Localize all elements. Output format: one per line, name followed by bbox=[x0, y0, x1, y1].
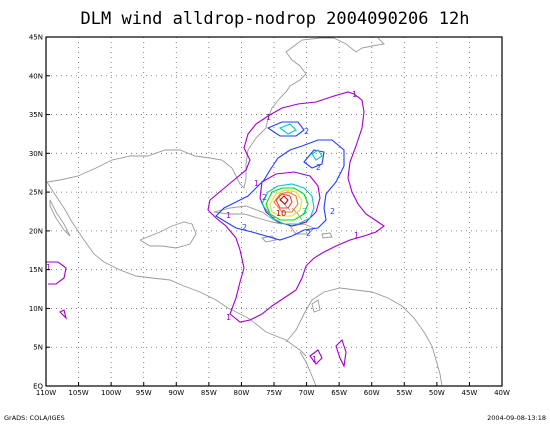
x-tick-label: 40W bbox=[494, 389, 510, 397]
x-tick-label: 70W bbox=[299, 389, 315, 397]
coastline-puerto-rico bbox=[321, 232, 333, 239]
coastline-colombia bbox=[299, 351, 317, 387]
contour-label: 1 bbox=[226, 211, 231, 220]
y-tick-label: 15N bbox=[29, 266, 43, 274]
x-tick-label: 105W bbox=[68, 389, 88, 397]
x-tick-label: 80W bbox=[234, 389, 250, 397]
x-axis-labels: 110W 105W 100W 95W 90W 85W 80W 75W 70W 65W 60W 55W 5… bbox=[36, 382, 510, 397]
y-tick-label: 5N bbox=[33, 344, 43, 352]
coastline-cuba bbox=[213, 205, 283, 225]
contour-label: 2 bbox=[262, 193, 267, 202]
contour-label: 2 bbox=[242, 223, 247, 232]
contour-label: 1 bbox=[354, 231, 359, 240]
x-tick-label: 60W bbox=[364, 389, 380, 397]
contour-label: 1 bbox=[312, 355, 317, 364]
footer-credit: GrADS: COLA/IGES bbox=[4, 414, 65, 422]
x-tick-label: 100W bbox=[101, 389, 121, 397]
contour-3-east bbox=[311, 149, 323, 161]
contour-3 bbox=[261, 183, 315, 225]
graticule bbox=[46, 37, 502, 386]
contour-1-outer bbox=[207, 91, 385, 323]
contour-7 bbox=[275, 193, 293, 209]
contour-1-inner-ring bbox=[259, 171, 321, 227]
y-tick-label: 35N bbox=[29, 111, 43, 119]
coastline-north-america bbox=[46, 37, 334, 189]
coastline-lake-maracaibo bbox=[311, 299, 321, 313]
x-tick-label: 55W bbox=[396, 389, 412, 397]
coastline-baja bbox=[49, 199, 71, 237]
contour-label: 2 bbox=[330, 207, 335, 216]
plot-frame bbox=[45, 36, 503, 387]
contour-label: 3 bbox=[302, 207, 307, 216]
y-tick-label: 10N bbox=[29, 305, 43, 313]
y-tick-label: 20N bbox=[29, 227, 43, 235]
contour-1-small-west bbox=[46, 261, 67, 285]
coastlines bbox=[46, 37, 443, 387]
coastline-canada bbox=[333, 37, 385, 53]
contour-label: 1 bbox=[254, 179, 259, 188]
contour-2 bbox=[215, 139, 345, 241]
contour-labels: 1 1 1 1 1 1 1 1 2 2 2 2 2 2 3 10 bbox=[46, 90, 359, 364]
map-title: DLM wind alldrop-nodrop 2004090206 12h bbox=[81, 9, 470, 29]
contour-label: 10 bbox=[276, 209, 286, 218]
contour-label: 1 bbox=[352, 90, 357, 99]
contour-label: 1 bbox=[46, 263, 51, 272]
coastline-mexico bbox=[46, 181, 307, 357]
contour-1-tiny-west bbox=[59, 309, 68, 320]
x-tick-label: 50W bbox=[429, 389, 445, 397]
x-tick-label: 110W bbox=[36, 389, 56, 397]
contour-label: 1 bbox=[226, 313, 231, 322]
y-tick-label: 25N bbox=[29, 189, 43, 197]
contour-label: 1 bbox=[266, 113, 271, 122]
y-axis-labels: EQ 5N 10N 15N 20N 25N 30N 35N 40N 45N bbox=[29, 34, 50, 391]
contour-6 bbox=[273, 191, 299, 213]
x-tick-label: 90W bbox=[168, 389, 184, 397]
contour-4 bbox=[265, 187, 309, 221]
contour-2-east bbox=[303, 149, 325, 169]
contour-3-north bbox=[278, 123, 297, 135]
x-tick-label: 45W bbox=[462, 389, 478, 397]
contour-1-small-south-2 bbox=[335, 338, 347, 368]
footer-timestamp: 2004-09-08-13:18 bbox=[487, 414, 546, 422]
coastline-south-america bbox=[285, 287, 443, 387]
coastline-yucatan bbox=[139, 221, 197, 249]
contour-5 bbox=[269, 189, 303, 217]
contour-label: 2 bbox=[306, 229, 311, 238]
x-tick-label: 75W bbox=[266, 389, 282, 397]
contour-label: 2 bbox=[316, 163, 321, 172]
x-tick-label: 65W bbox=[331, 389, 347, 397]
contour-1-small-south bbox=[309, 349, 323, 365]
x-tick-label: 85W bbox=[201, 389, 217, 397]
y-tick-label: 40N bbox=[29, 72, 43, 80]
y-tick-label: EQ bbox=[33, 383, 43, 391]
coastline-hispaniola bbox=[289, 223, 315, 235]
contour-8 bbox=[279, 195, 289, 205]
contour-2-north bbox=[266, 121, 305, 137]
y-tick-label: 30N bbox=[29, 150, 43, 158]
contour-label: 2 bbox=[304, 127, 309, 136]
contour-lines bbox=[46, 91, 385, 368]
x-tick-label: 95W bbox=[136, 389, 152, 397]
y-tick-label: 45N bbox=[29, 34, 43, 42]
